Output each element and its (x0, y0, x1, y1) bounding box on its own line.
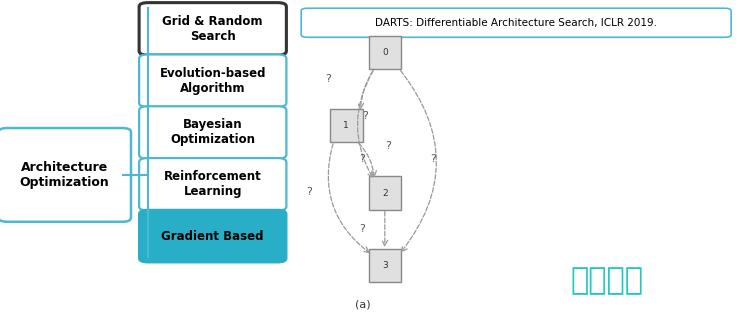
Text: ?: ? (306, 187, 312, 197)
FancyBboxPatch shape (139, 54, 286, 107)
Text: Architecture
Optimization: Architecture Optimization (20, 161, 110, 189)
FancyBboxPatch shape (139, 106, 286, 159)
FancyBboxPatch shape (139, 158, 286, 211)
Text: 谷普下载: 谷普下载 (571, 266, 643, 295)
Text: DARTS: Differentiable Architecture Search, ICLR 2019.: DARTS: Differentiable Architecture Searc… (375, 18, 657, 28)
Text: 0: 0 (382, 48, 388, 57)
Text: Gradient Based: Gradient Based (161, 230, 264, 243)
FancyBboxPatch shape (0, 128, 131, 222)
FancyBboxPatch shape (139, 210, 286, 262)
Text: ?: ? (360, 224, 366, 234)
FancyBboxPatch shape (330, 109, 363, 142)
Text: Evolution-based
Algorithm: Evolution-based Algorithm (160, 67, 266, 95)
FancyBboxPatch shape (139, 3, 286, 55)
Text: ?: ? (325, 74, 331, 84)
Text: (a): (a) (354, 299, 371, 310)
Text: ?: ? (362, 111, 368, 121)
Text: 1: 1 (343, 121, 349, 130)
Text: ?: ? (386, 141, 391, 151)
FancyBboxPatch shape (301, 8, 731, 37)
FancyBboxPatch shape (369, 36, 401, 70)
Text: Bayesian
Optimization: Bayesian Optimization (170, 118, 255, 147)
FancyBboxPatch shape (369, 176, 401, 210)
FancyBboxPatch shape (369, 249, 401, 282)
Text: 2: 2 (382, 188, 388, 198)
Text: ?: ? (430, 154, 436, 164)
Text: ?: ? (360, 154, 366, 164)
Text: Reinforcement
Learning: Reinforcement Learning (164, 170, 262, 198)
Text: 3: 3 (382, 261, 388, 270)
Text: Grid & Random
Search: Grid & Random Search (163, 15, 263, 43)
